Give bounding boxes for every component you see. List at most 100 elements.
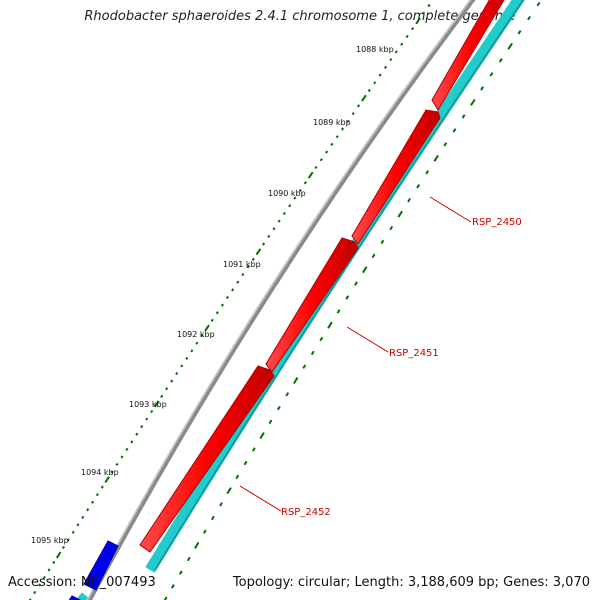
scale-minor-tick — [110, 470, 114, 474]
gene-arrow-rsp-2451[interactable] — [265, 237, 359, 373]
callout-line-rsp-2452 — [239, 485, 282, 512]
scale-minor-tick — [319, 158, 323, 162]
scale-minor-tick — [37, 583, 42, 587]
scale-minor-tick — [52, 560, 56, 565]
scale-major-tick — [153, 400, 160, 408]
scale-minor-tick — [267, 234, 271, 238]
scale-labels: 1088 kbp 1089 kbp 1090 kbp 1091 kbp 1092… — [31, 45, 394, 545]
scale-minor-tick — [367, 88, 371, 93]
map-title: Rhodobacter sphaeroides 2.4.1 chromosome… — [84, 9, 516, 24]
scale-minor-tick — [220, 303, 224, 307]
cds-ring-arc-tail — [75, 592, 89, 600]
scale-minor-tick — [190, 349, 194, 353]
gc-tick — [480, 86, 485, 91]
scale-minor-tick — [340, 127, 345, 131]
scale-minor-tick — [231, 288, 235, 292]
forward-gene-track — [139, 0, 510, 553]
scale-minor-tick — [28, 598, 32, 600]
gc-tick — [327, 321, 333, 329]
gc-tick — [285, 392, 290, 397]
scale-minor-tick — [125, 447, 129, 451]
scale-major-tick — [55, 551, 62, 559]
gene-label-rsp-2450[interactable]: RSP_2450 — [472, 217, 522, 228]
gc-tick — [354, 281, 358, 286]
gene-label-rsp-2452[interactable]: RSP_2452 — [281, 507, 331, 518]
gc-tick — [362, 266, 368, 274]
scale-minor-tick — [81, 515, 85, 519]
gc-tick — [397, 210, 403, 218]
scale-minor-tick — [200, 333, 204, 338]
gc-tick — [243, 460, 248, 466]
gc-tick — [407, 197, 412, 203]
scale-minor-tick — [246, 265, 250, 269]
scale-minor-tick — [335, 135, 339, 139]
gene-arrow-rsp-2452[interactable] — [139, 365, 275, 553]
scale-minor-tick — [175, 372, 179, 376]
scale-label-1091: 1091 kbp — [223, 260, 261, 269]
scale-minor-tick — [225, 295, 230, 300]
gc-tick — [302, 364, 307, 369]
scale-ticks — [28, 3, 431, 600]
scale-minor-tick — [303, 181, 307, 185]
scale-minor-tick — [298, 188, 302, 193]
scale-major-tick — [415, 17, 421, 25]
scale-minor-tick — [42, 575, 46, 580]
scale-minor-tick — [325, 150, 329, 154]
cds-ring-arc — [145, 0, 525, 573]
scale-minor-tick — [47, 568, 51, 572]
gc-tick — [433, 154, 439, 162]
scale-minor-tick — [282, 211, 286, 216]
scale-minor-tick — [241, 273, 245, 277]
gene-arrow-reverse-2[interactable] — [64, 595, 81, 600]
scale-minor-tick — [66, 538, 70, 542]
scale-minor-tick — [160, 394, 164, 398]
scale-minor-tick — [427, 3, 431, 8]
scale-label-1090: 1090 kbp — [268, 189, 306, 198]
gc-tick — [470, 98, 476, 106]
gene-label-rsp-2451[interactable]: RSP_2451 — [389, 348, 439, 359]
gc-tick — [319, 336, 324, 342]
scale-minor-tick — [236, 280, 240, 284]
scale-minor-tick — [33, 590, 37, 595]
cds-ring-arc-shadow — [154, 0, 525, 571]
scale-label-1089: 1089 kbp — [313, 118, 351, 127]
gc-tick — [293, 376, 299, 385]
scale-minor-tick — [262, 242, 266, 246]
accession-text: Accession: NC_007493 — [8, 575, 156, 590]
scale-minor-tick — [135, 432, 139, 436]
gc-tick — [171, 584, 175, 589]
gc-tick — [452, 128, 457, 133]
scale-minor-tick — [86, 508, 90, 512]
gc-tick — [527, 15, 531, 21]
scale-minor-tick — [277, 219, 281, 223]
gc-tick — [251, 447, 256, 452]
gc-tick — [389, 225, 394, 231]
gc-tick — [443, 142, 448, 147]
scale-minor-tick — [351, 112, 355, 116]
scale-minor-tick — [421, 11, 426, 15]
scale-minor-tick — [100, 485, 104, 489]
gene-arrow-reverse[interactable] — [83, 540, 119, 591]
scale-major-tick — [361, 94, 367, 102]
gc-tick — [425, 170, 430, 175]
scale-minor-tick — [95, 493, 99, 497]
gene-arrow-top[interactable] — [431, 0, 510, 111]
gc-tick — [380, 239, 385, 245]
scale-label-1092: 1092 kbp — [177, 330, 215, 339]
gc-tick — [268, 419, 273, 425]
scale-minor-tick — [180, 364, 184, 368]
scale-minor-tick — [130, 440, 134, 444]
scale-label-1088: 1088 kbp — [356, 45, 394, 54]
gene-arrow-rsp-2450[interactable] — [351, 109, 441, 245]
gc-tick — [211, 515, 215, 521]
scale-major-tick — [104, 476, 110, 484]
scale-minor-tick — [145, 417, 149, 421]
scale-major-tick — [307, 171, 314, 179]
gc-tick — [461, 114, 466, 119]
gc-tick — [194, 541, 200, 549]
scale-minor-tick — [314, 165, 318, 170]
gc-tick — [276, 405, 281, 411]
scale-minor-tick — [120, 455, 124, 459]
backbone-arc — [86, 0, 476, 600]
